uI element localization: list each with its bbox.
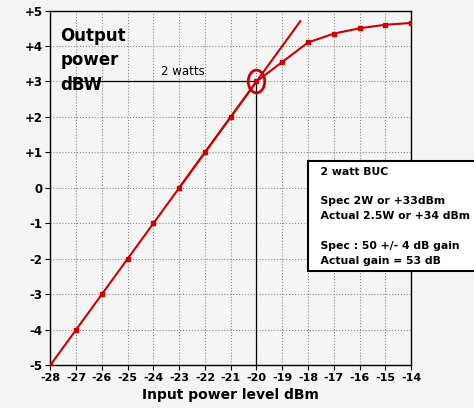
X-axis label: Input power level dBm: Input power level dBm (142, 388, 319, 402)
Text: dBW: dBW (61, 76, 102, 94)
Text: power: power (61, 51, 119, 69)
Text: 2 watts: 2 watts (161, 65, 205, 78)
Text: 2 watt BUC

  Spec 2W or +33dBm
  Actual 2.5W or +34 dBm

  Spec : 50 +/- 4 dB g: 2 watt BUC Spec 2W or +33dBm Actual 2.5W… (313, 167, 470, 266)
Text: Output: Output (61, 27, 126, 44)
